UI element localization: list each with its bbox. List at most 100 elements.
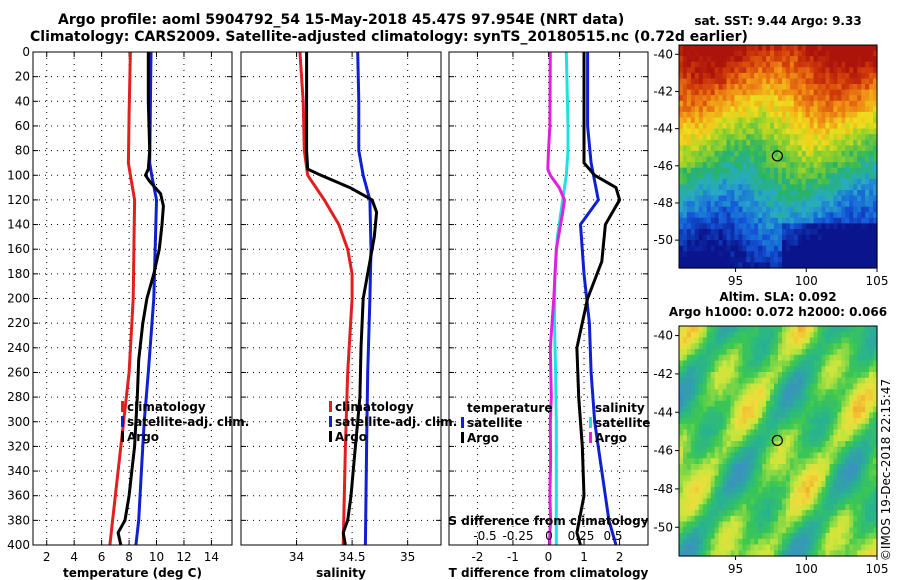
series-line-t-argo bbox=[575, 52, 622, 546]
secondary-x-tick-label: 0.25 bbox=[568, 529, 595, 543]
sst-map-title: sat. SST: 9.44 Argo: 9.33 bbox=[694, 14, 861, 28]
map-x-tick-label: 105 bbox=[866, 562, 889, 576]
x-tick-label: 34.5 bbox=[339, 550, 366, 564]
legend-label: satellite bbox=[595, 416, 650, 430]
y-tick-label: 140 bbox=[7, 218, 30, 232]
x-tick-label: 8 bbox=[125, 550, 133, 564]
map-y-tick-label: -46 bbox=[653, 444, 673, 458]
y-tick-label: 220 bbox=[7, 316, 30, 330]
y-tick-label: 40 bbox=[15, 94, 30, 108]
sla-map-title: Altim. SLA: 0.092 bbox=[719, 290, 836, 304]
series-line-s-argo bbox=[546, 51, 566, 546]
map-x-tick-label: 100 bbox=[795, 562, 818, 576]
y-tick-label: 180 bbox=[7, 267, 30, 281]
x-tick-label: 2 bbox=[43, 550, 51, 564]
argo-location-marker bbox=[771, 150, 783, 162]
map-y-tick-label: -46 bbox=[653, 159, 673, 173]
legend-title-salinity: salinity bbox=[595, 401, 645, 415]
y-tick-label: 400 bbox=[7, 538, 30, 552]
legend-title-temperature: temperature bbox=[467, 401, 552, 415]
series-line-climatology bbox=[298, 51, 354, 546]
map-y-tick-label: -44 bbox=[653, 122, 673, 136]
y-tick-label: 260 bbox=[7, 365, 30, 379]
x-tick-label: 10 bbox=[149, 550, 164, 564]
legend-label: satellite bbox=[467, 416, 522, 430]
secondary-x-tick-label: 0 bbox=[545, 529, 553, 543]
x-axis-label: T difference from climatology bbox=[449, 566, 649, 580]
plot-frame bbox=[448, 51, 649, 546]
x-tick-label: -1 bbox=[507, 550, 519, 564]
legend-swatch bbox=[329, 431, 332, 442]
map-y-tick-label: -44 bbox=[653, 405, 673, 419]
argo-location-marker bbox=[771, 434, 783, 447]
series-line-t-satellite bbox=[579, 52, 618, 546]
y-tick-label: 100 bbox=[7, 168, 30, 182]
legend-label: satellite-adj. clim. bbox=[127, 415, 249, 429]
y-tick-label: 160 bbox=[7, 242, 30, 256]
secondary-x-tick-label: -0.25 bbox=[502, 529, 533, 543]
y-tick-label: 240 bbox=[7, 341, 30, 355]
map-y-tick-label: -50 bbox=[653, 520, 673, 534]
x-tick-label: 14 bbox=[204, 550, 219, 564]
series-line-climatology bbox=[108, 51, 137, 546]
map-y-tick-label: -48 bbox=[653, 482, 673, 496]
x-tick-label: 6 bbox=[98, 550, 106, 564]
map-y-tick-label: -40 bbox=[653, 329, 673, 343]
legend-swatch bbox=[329, 416, 332, 427]
x-tick-label: -2 bbox=[471, 550, 483, 564]
legend-label: Argo bbox=[595, 431, 627, 445]
map-frame bbox=[678, 44, 878, 269]
y-tick-label: 0 bbox=[22, 45, 30, 59]
y-tick-label: 380 bbox=[7, 513, 30, 527]
map-x-tick-label: 95 bbox=[728, 274, 743, 288]
sst-map-field bbox=[679, 45, 878, 269]
legend-label: Argo bbox=[467, 431, 499, 445]
legend-swatch bbox=[121, 416, 124, 427]
map-frame bbox=[678, 325, 878, 557]
map-y-tick-label: -42 bbox=[653, 367, 673, 381]
imos-credit: ©IMOS 19-Dec-2018 22:15:47 bbox=[879, 379, 893, 561]
map-y-tick-label: -40 bbox=[653, 47, 673, 61]
secondary-x-tick-label: -0.5 bbox=[473, 529, 496, 543]
y-tick-label: 280 bbox=[7, 390, 30, 404]
legend-swatch bbox=[589, 417, 592, 428]
legend-swatch bbox=[329, 401, 332, 412]
chart-title-line2: Climatology: CARS2009. Satellite-adjuste… bbox=[30, 29, 748, 45]
y-tick-label: 60 bbox=[15, 119, 30, 133]
legend-swatch bbox=[121, 431, 124, 442]
series-line-s-satellite bbox=[553, 51, 570, 545]
y-tick-label: 340 bbox=[7, 464, 30, 478]
x-tick-label: 35 bbox=[400, 550, 415, 564]
secondary-x-axis-label: S difference from climatology bbox=[448, 514, 648, 528]
sla-map-field bbox=[679, 326, 878, 557]
map-x-tick-label: 100 bbox=[795, 274, 818, 288]
plot-frame bbox=[240, 51, 442, 546]
x-tick-label: 34 bbox=[289, 550, 304, 564]
x-tick-label: 12 bbox=[176, 550, 191, 564]
sla-map-subtitle: Argo h1000: 0.072 h2000: 0.066 bbox=[669, 305, 887, 319]
chart-title-line1: Argo profile: aoml 5904792_54 15-May-201… bbox=[58, 12, 625, 28]
y-tick-label: 320 bbox=[7, 439, 30, 453]
legend-swatch bbox=[461, 432, 464, 443]
legend-label: climatology bbox=[335, 400, 414, 414]
x-axis-label: salinity bbox=[316, 566, 366, 580]
legend-swatch bbox=[461, 417, 464, 428]
series-line-satellite-adj-clim- bbox=[356, 51, 373, 546]
x-tick-label: 4 bbox=[70, 550, 78, 564]
y-tick-label: 300 bbox=[7, 415, 30, 429]
secondary-x-tick-label: 0.5 bbox=[603, 529, 622, 543]
map-y-tick-label: -48 bbox=[653, 196, 673, 210]
y-tick-label: 80 bbox=[15, 144, 30, 158]
y-tick-label: 200 bbox=[7, 292, 30, 306]
legend-label: Argo bbox=[335, 430, 367, 444]
legend-swatch bbox=[589, 432, 592, 443]
plot-frame bbox=[32, 51, 233, 546]
map-y-tick-label: -42 bbox=[653, 84, 673, 98]
legend-label: Argo bbox=[127, 430, 159, 444]
x-tick-label: 0 bbox=[545, 550, 553, 564]
x-axis-label: temperature (deg C) bbox=[63, 566, 202, 580]
y-tick-label: 20 bbox=[15, 70, 30, 84]
x-tick-label: 2 bbox=[616, 550, 624, 564]
y-tick-label: 120 bbox=[7, 193, 30, 207]
